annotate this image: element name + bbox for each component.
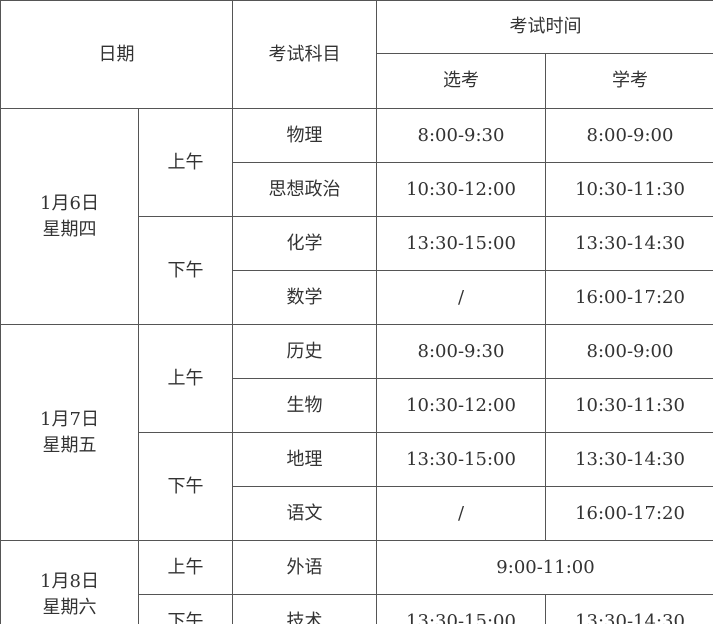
subject: 技术	[232, 594, 377, 624]
header-time: 考试时间	[376, 0, 713, 54]
academic-time: 13:30-14:30	[545, 432, 713, 487]
elective-time: 8:00-9:30	[376, 324, 546, 379]
academic-time: 8:00-9:00	[545, 324, 713, 379]
elective-time: /	[376, 486, 546, 541]
subject: 语文	[232, 486, 377, 541]
academic-time: 16:00-17:20	[545, 486, 713, 541]
subject: 地理	[232, 432, 377, 487]
subject: 生物	[232, 378, 377, 433]
elective-time: 10:30-12:00	[376, 378, 546, 433]
combined-time: 9:00-11:00	[376, 540, 713, 595]
academic-time: 8:00-9:00	[545, 108, 713, 163]
session-am: 上午	[138, 324, 233, 433]
elective-time: 13:30-15:00	[376, 216, 546, 271]
date-cell: 1月7日 星期五	[0, 324, 139, 541]
header-academic: 学考	[545, 53, 713, 109]
subject: 化学	[232, 216, 377, 271]
subject: 数学	[232, 270, 377, 325]
elective-time: /	[376, 270, 546, 325]
elective-time: 10:30-12:00	[376, 162, 546, 217]
session-pm: 下午	[138, 432, 233, 541]
subject: 思想政治	[232, 162, 377, 217]
date-cell: 1月8日 星期六	[0, 540, 139, 624]
header-elective: 选考	[376, 53, 546, 109]
elective-time: 13:30-15:00	[376, 594, 546, 624]
academic-time: 16:00-17:20	[545, 270, 713, 325]
subject: 物理	[232, 108, 377, 163]
header-date: 日期	[0, 0, 233, 109]
subject: 外语	[232, 540, 377, 595]
academic-time: 10:30-11:30	[545, 162, 713, 217]
session-am: 上午	[138, 540, 233, 595]
academic-time: 10:30-11:30	[545, 378, 713, 433]
header-subject: 考试科目	[232, 0, 377, 109]
date-cell: 1月6日 星期四	[0, 108, 139, 325]
subject: 历史	[232, 324, 377, 379]
session-am: 上午	[138, 108, 233, 217]
elective-time: 13:30-15:00	[376, 432, 546, 487]
session-pm: 下午	[138, 216, 233, 325]
academic-time: 13:30-14:30	[545, 594, 713, 624]
elective-time: 8:00-9:30	[376, 108, 546, 163]
session-pm: 下午	[138, 594, 233, 624]
academic-time: 13:30-14:30	[545, 216, 713, 271]
